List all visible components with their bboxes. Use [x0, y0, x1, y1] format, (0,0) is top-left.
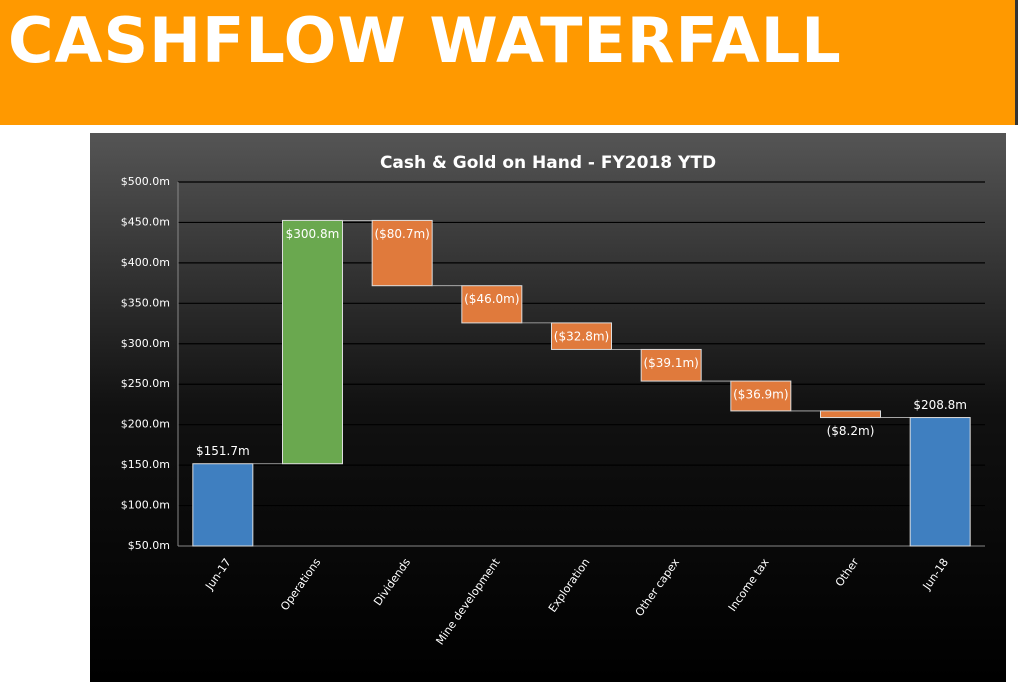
bar	[820, 410, 881, 419]
data-label: $300.8m	[286, 227, 340, 241]
bar	[461, 285, 523, 324]
bar	[551, 322, 612, 350]
y-tick-label: $50.0m	[128, 539, 170, 552]
bar	[909, 417, 971, 547]
data-label: $151.7m	[196, 444, 250, 458]
bar	[730, 380, 792, 412]
bar	[640, 348, 702, 382]
y-tick-label: $350.0m	[121, 296, 170, 309]
header-title: CASHFLOW WATERFALL	[8, 4, 842, 77]
y-tick-label: $300.0m	[121, 337, 170, 350]
data-label: ($36.9m)	[733, 388, 788, 402]
data-label: $208.8m	[913, 398, 967, 412]
bar	[192, 463, 254, 547]
y-tick-label: $250.0m	[121, 377, 170, 390]
y-tick-label: $500.0m	[121, 175, 170, 188]
bar	[371, 219, 433, 287]
y-tick-label: $450.0m	[121, 215, 170, 228]
bar	[282, 219, 343, 465]
data-label: ($8.2m)	[827, 424, 875, 438]
header: CASHFLOW WATERFALL	[0, 0, 1018, 125]
y-tick-label: $100.0m	[121, 499, 170, 512]
data-label: ($39.1m)	[643, 356, 698, 370]
data-label: ($46.0m)	[464, 292, 519, 306]
chart-title: Cash & Gold on Hand - FY2018 YTD	[380, 153, 716, 173]
y-tick-label: $200.0m	[121, 418, 170, 431]
y-tick-label: $400.0m	[121, 256, 170, 269]
y-tick-label: $150.0m	[121, 458, 170, 471]
data-label: ($32.8m)	[554, 329, 609, 343]
chart-background	[90, 133, 1006, 682]
data-label: ($80.7m)	[374, 227, 429, 241]
